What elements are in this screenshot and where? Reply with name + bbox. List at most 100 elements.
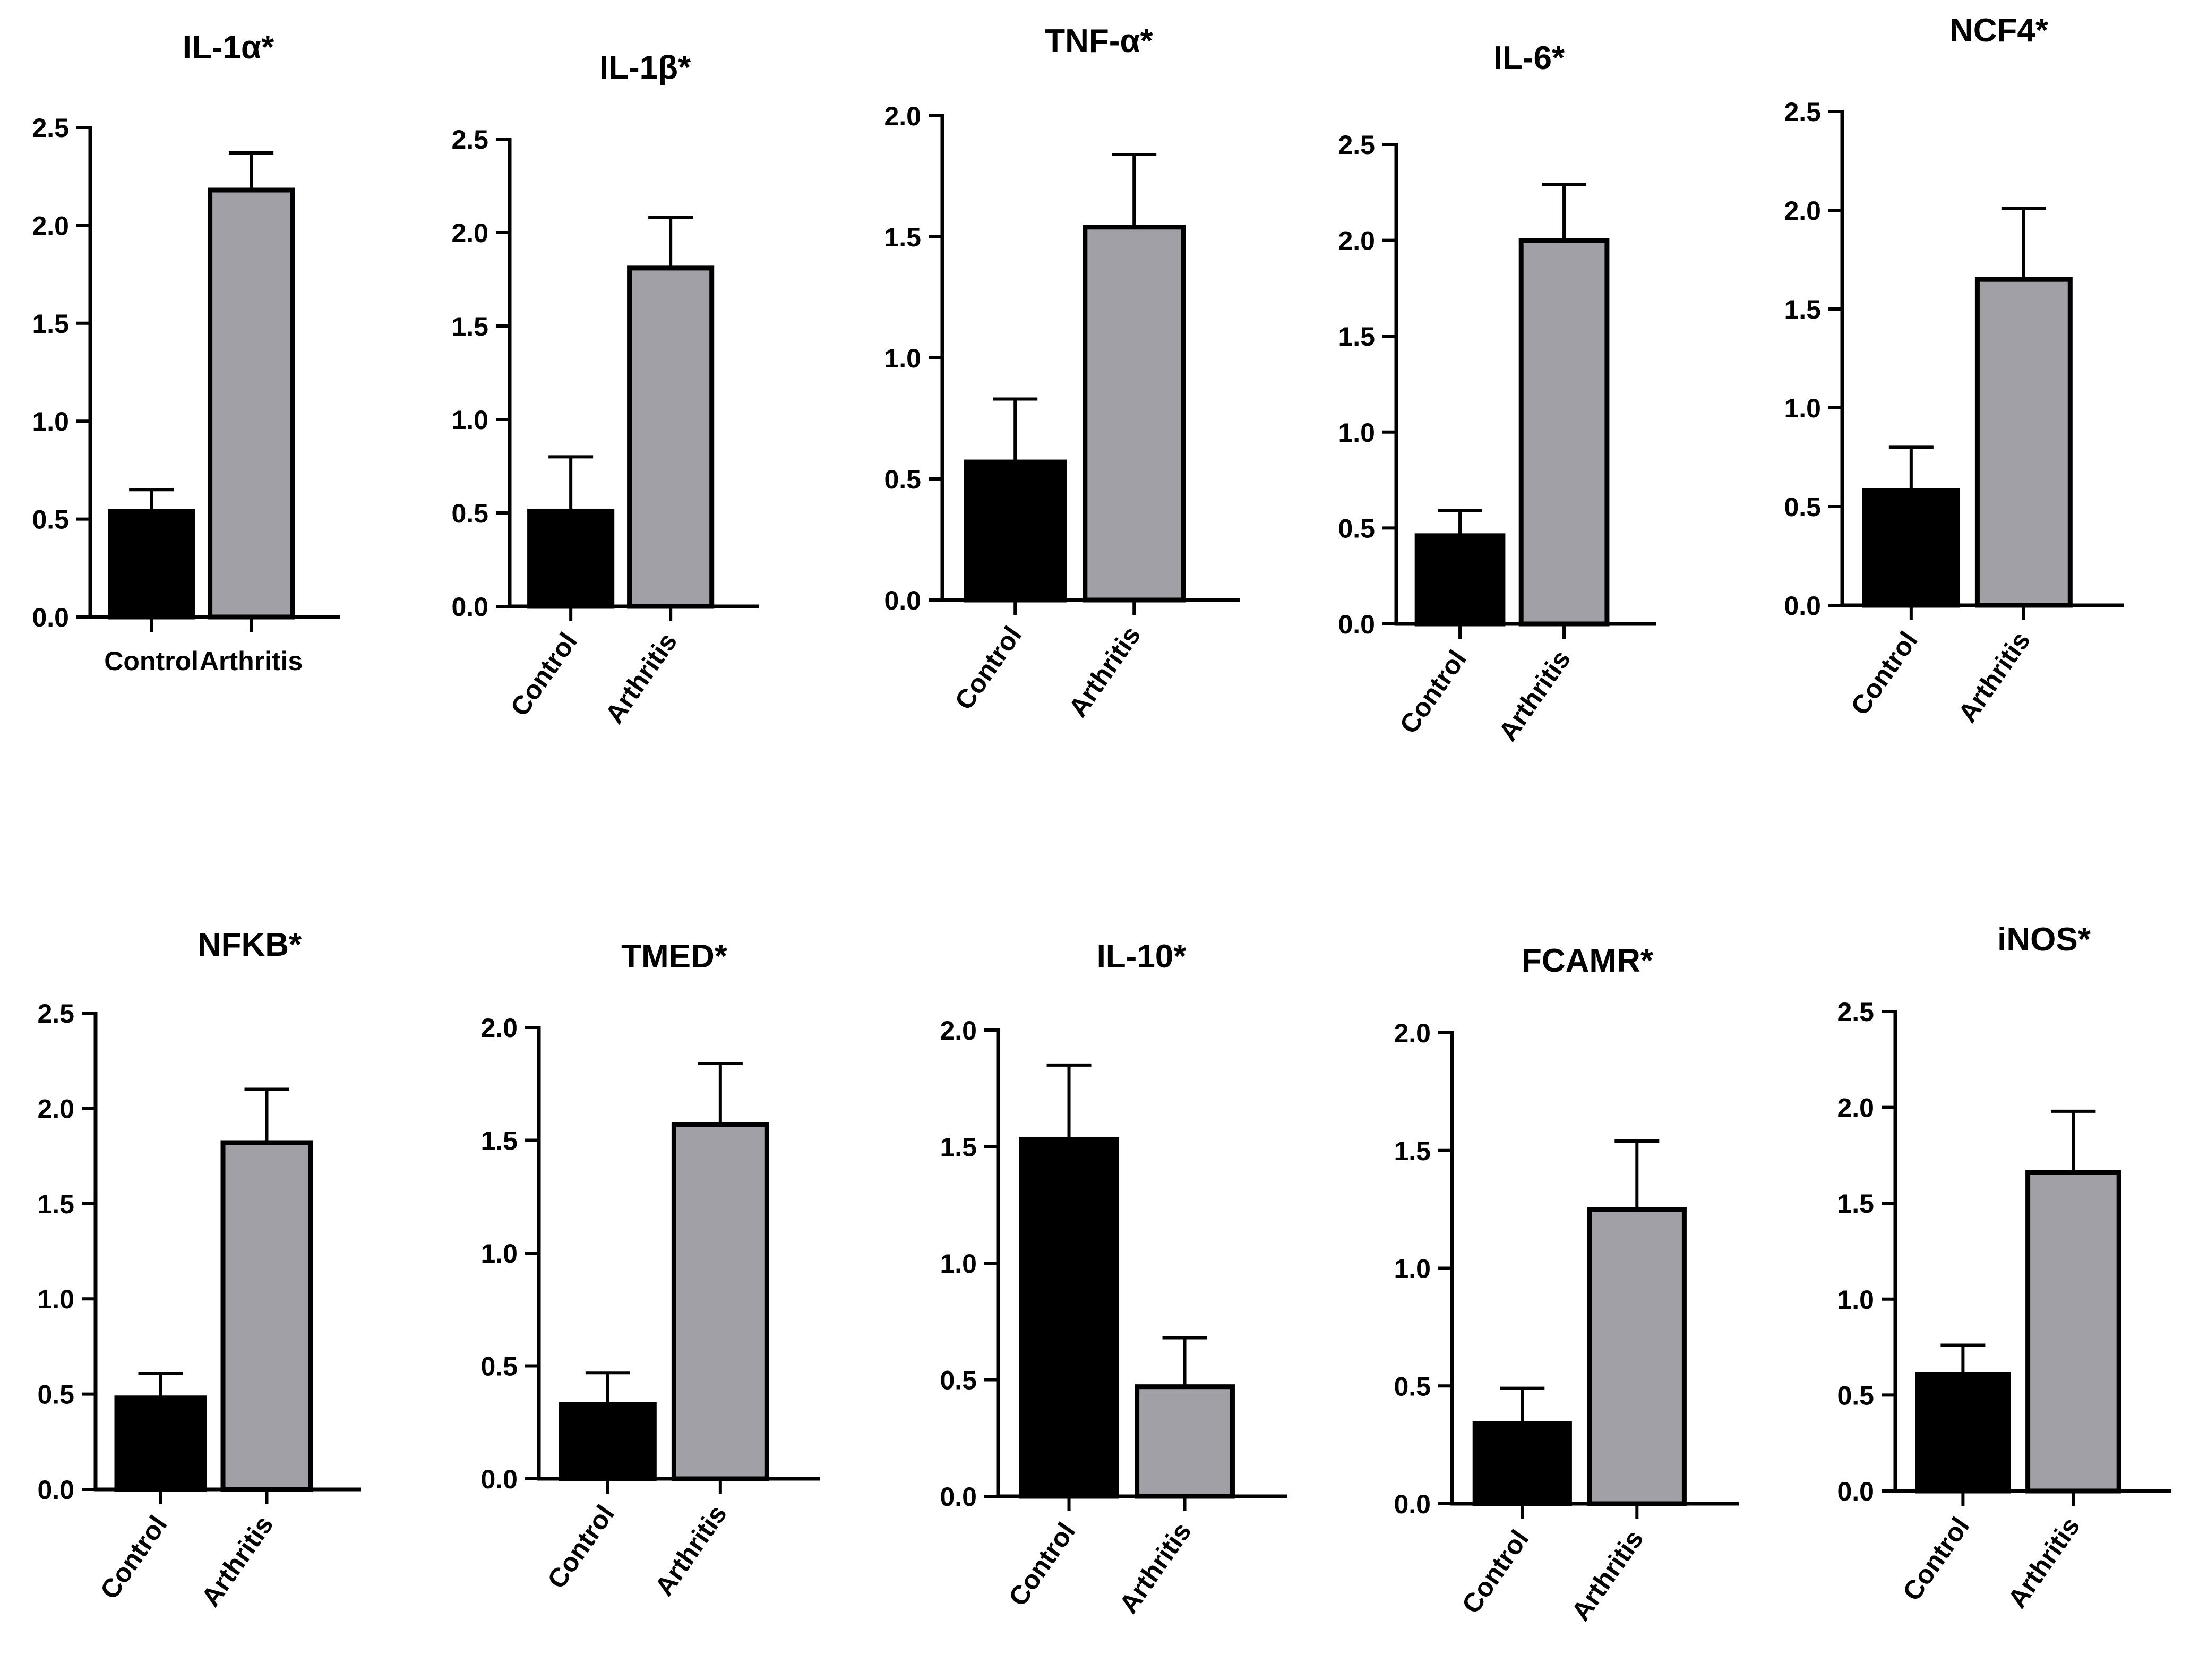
x-tick-label: Control: [1456, 1524, 1534, 1619]
chart-panel: iNOS* 0.0 0.5 1.0 1.5 2.0 2.5 Control Arthritis: [1837, 921, 2171, 1614]
y-tick-label: 1.5: [32, 309, 69, 339]
y-tick-label: 2.0: [37, 1094, 74, 1124]
bar-control: [559, 1402, 657, 1481]
chart-panel: FCAMR* 0.0 0.5 1.0 1.5 2.0 Control Arthritis: [1394, 942, 1739, 1626]
y-tick-label: 1.0: [451, 405, 488, 435]
bar-control: [114, 1395, 207, 1492]
y-tick-label: 0.5: [37, 1380, 74, 1410]
y-tick-label: 1.5: [451, 312, 488, 341]
y-tick-label: 1.0: [1394, 1254, 1431, 1284]
bar-arthritis: [1518, 238, 1610, 627]
bar-arthritis: [1587, 1207, 1687, 1506]
bar-control: [964, 459, 1067, 603]
chart-panel: IL-6* 0.0 0.5 1.0 1.5 2.0 2.5 Control Arthritis: [1338, 40, 1656, 747]
bar-arthritis: [208, 187, 295, 620]
x-tick-label: Control: [95, 1510, 173, 1605]
x-tick-label: Arthritis: [200, 646, 303, 676]
bar-control: [1915, 1372, 2011, 1494]
chart-panel: TNF-α* 0.0 0.5 1.0 1.5 2.0 Control Arthritis: [884, 23, 1240, 723]
y-tick-label: 1.0: [37, 1284, 74, 1314]
y-tick-label: 1.5: [1338, 322, 1375, 352]
chart-panel: TMED* 0.0 0.5 1.0 1.5 2.0 Control Arthritis: [480, 938, 820, 1601]
bar-control: [1472, 1421, 1572, 1506]
x-tick-label: Arthritis: [1952, 626, 2035, 727]
y-tick-label: 0.0: [480, 1464, 518, 1494]
y-tick-label: 0.5: [451, 499, 488, 528]
bar-control: [1862, 488, 1960, 608]
y-tick-label: 1.0: [940, 1249, 977, 1279]
y-tick-label: 1.5: [480, 1126, 518, 1156]
chart-panel: IL-10* 0.0 0.5 1.0 1.5 2.0 Control Arthritis: [940, 938, 1287, 1619]
y-tick-label: 0.0: [1394, 1489, 1431, 1519]
bar-arthritis: [220, 1140, 313, 1492]
bar-control: [1414, 533, 1506, 627]
y-tick-label: 0.0: [32, 603, 69, 632]
y-tick-label: 2.0: [1394, 1018, 1431, 1048]
y-tick-label: 0.0: [940, 1482, 977, 1512]
y-tick-label: 2.0: [480, 1013, 518, 1043]
y-tick-label: 1.5: [884, 222, 921, 252]
y-tick-label: 2.5: [1338, 130, 1375, 160]
y-tick-label: 1.5: [1784, 295, 1821, 324]
y-tick-label: 0.5: [1837, 1381, 1874, 1410]
x-tick-label: Arthritis: [649, 1499, 732, 1601]
chart-title: TNF-α*: [1045, 23, 1153, 59]
chart-title: TMED*: [621, 938, 728, 975]
chart-title: NCF4*: [1949, 12, 2049, 49]
y-tick-label: 0.0: [37, 1475, 74, 1505]
chart-title: IL-1β*: [599, 49, 691, 86]
x-tick-label: Control: [1003, 1517, 1081, 1612]
y-tick-label: 2.0: [1338, 226, 1375, 256]
x-tick-label: Arthritis: [195, 1510, 279, 1612]
x-tick-label: Arthritis: [1113, 1517, 1197, 1618]
y-tick-label: 0.0: [451, 592, 488, 622]
y-tick-label: 2.5: [32, 113, 69, 143]
y-tick-label: 0.5: [1338, 513, 1375, 543]
chart-panel: IL-1β* 0.0 0.5 1.0 1.5 2.0 2.5 Control Arthritis: [451, 49, 759, 729]
bar-control: [108, 509, 195, 620]
x-tick-label: Arthritis: [1063, 621, 1146, 722]
y-tick-label: 0.0: [1784, 591, 1821, 621]
x-tick-label: Control: [504, 627, 583, 722]
y-tick-label: 2.0: [451, 218, 488, 248]
y-tick-label: 1.5: [940, 1133, 977, 1162]
bar-arthritis: [2025, 1170, 2121, 1494]
y-tick-label: 1.0: [32, 407, 69, 436]
y-tick-label: 0.5: [940, 1366, 977, 1395]
y-tick-label: 1.5: [37, 1189, 74, 1219]
bar-arthritis: [627, 265, 715, 609]
x-tick-label: Arthritis: [1493, 645, 1576, 746]
bar-arthritis: [1083, 225, 1186, 603]
y-tick-label: 2.0: [884, 101, 921, 131]
y-tick-label: 2.0: [1837, 1093, 1874, 1123]
y-tick-label: 2.5: [37, 999, 74, 1028]
x-tick-label: Control: [949, 621, 1027, 715]
y-tick-label: 2.5: [1837, 997, 1874, 1027]
y-tick-label: 2.5: [451, 125, 488, 155]
y-tick-label: 0.5: [1394, 1372, 1431, 1401]
chart-title: iNOS*: [1997, 921, 2091, 958]
y-tick-label: 1.5: [1394, 1136, 1431, 1166]
x-tick-label: Control: [542, 1499, 620, 1594]
y-tick-label: 2.0: [940, 1016, 977, 1045]
x-tick-label: Arthritis: [1566, 1524, 1649, 1626]
x-tick-label: Arthritis: [599, 627, 683, 728]
y-tick-label: 0.5: [480, 1352, 518, 1382]
chart-panel: IL-1α* 0.0 0.5 1.0 1.5 2.0 2.5 Control Arthritis: [32, 29, 340, 676]
bar-control: [1019, 1137, 1119, 1499]
x-tick-label: Control: [1394, 645, 1472, 739]
y-tick-label: 0.0: [1338, 610, 1375, 639]
x-tick-label: Control: [1845, 626, 1923, 721]
y-tick-label: 1.0: [1338, 418, 1375, 448]
x-tick-label: Control: [104, 646, 199, 676]
chart-title: FCAMR*: [1522, 942, 1654, 979]
bar-arthritis: [671, 1122, 769, 1481]
y-tick-label: 1.5: [1837, 1189, 1874, 1219]
y-tick-label: 0.5: [1784, 492, 1821, 522]
y-tick-label: 2.5: [1784, 97, 1821, 127]
y-tick-label: 0.0: [884, 586, 921, 615]
y-tick-label: 0.0: [1837, 1477, 1874, 1506]
y-tick-label: 1.0: [884, 344, 921, 373]
y-tick-label: 1.0: [480, 1239, 518, 1268]
